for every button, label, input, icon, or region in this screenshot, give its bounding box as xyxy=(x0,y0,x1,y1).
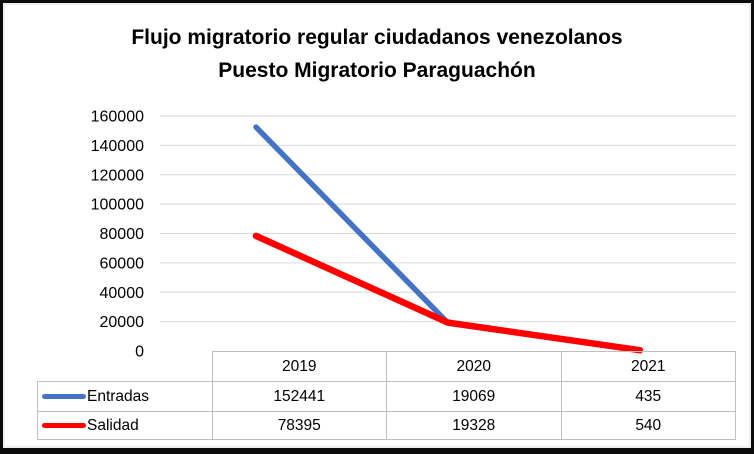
year-header-cell: 2020 xyxy=(386,351,562,382)
year-header-cell: 2021 xyxy=(560,351,736,382)
series-name-cell-inner: Entradas xyxy=(38,387,211,406)
value-cell: 540 xyxy=(560,411,736,440)
data-table-body: 2019 2020 2021 Entradas 152441 19069 435 Salida… xyxy=(37,351,736,440)
value-cell: 19328 xyxy=(386,411,562,440)
entradas-legend-key-icon xyxy=(42,394,86,399)
chart-title-line-2: Puesto Migratorio Paraguachón xyxy=(218,59,536,82)
value-cell: 435 xyxy=(560,381,736,412)
table-corner-blank xyxy=(38,352,213,382)
y-axis-tick-label: 120000 xyxy=(91,167,144,184)
series-name-cell: Salidad xyxy=(37,411,213,440)
y-axis-tick-label: 20000 xyxy=(100,314,145,331)
salidad-legend-key-icon xyxy=(42,423,86,428)
series-name-cell-inner: Salidad xyxy=(38,416,211,435)
data-table: 2019 2020 2021 Entradas 152441 19069 435 Salida… xyxy=(37,351,736,440)
value-cell: 152441 xyxy=(211,381,387,412)
chart-title: Flujo migratorio regular ciudadanos vene… xyxy=(3,21,751,87)
salidad-series-line xyxy=(252,232,644,354)
y-axis-tick-label: 0 xyxy=(135,344,144,361)
chart-title-line-1: Flujo migratorio regular ciudadanos vene… xyxy=(131,26,623,49)
series-name-label: Entradas xyxy=(87,387,150,405)
y-axis-tick-label: 160000 xyxy=(91,109,144,126)
entradas-series-line xyxy=(253,124,643,354)
series-name-label: Salidad xyxy=(87,416,139,434)
value-cell: 78395 xyxy=(211,411,387,440)
table-row-years: 2019 2020 2021 xyxy=(38,351,736,382)
y-axis-tick-label: 40000 xyxy=(100,285,145,302)
value-cell: 19069 xyxy=(386,381,562,412)
table-row-salidad: Salidad 78395 19328 540 xyxy=(37,411,736,440)
migration-line-chart: 160000 140000 120000 100000 80000 60000 40000 2… xyxy=(91,109,736,361)
y-axis-tick-label: 60000 xyxy=(100,255,145,272)
table-row-entradas: Entradas 152441 19069 435 xyxy=(37,381,736,412)
y-axis-tick-label: 100000 xyxy=(91,197,144,214)
y-axis-tick-label: 80000 xyxy=(100,226,145,243)
series-name-cell: Entradas xyxy=(37,381,213,412)
y-axis-tick-label: 140000 xyxy=(91,138,144,155)
year-header-cell: 2019 xyxy=(211,351,387,382)
